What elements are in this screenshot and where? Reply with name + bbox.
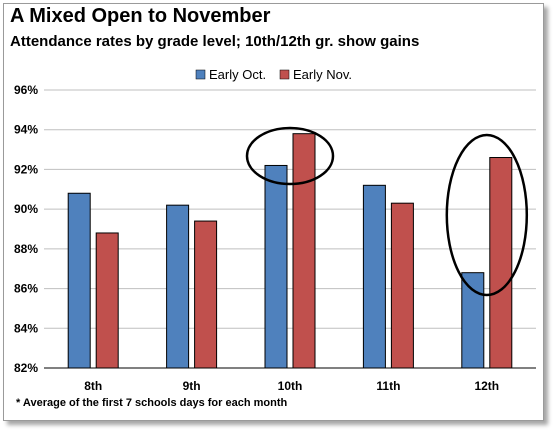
bar-early-oct-10th [264, 164, 288, 369]
legend-swatch [195, 69, 206, 80]
bar-early-nov-8th [95, 232, 119, 369]
annotations [245, 126, 529, 297]
annotation-ellipse-10th [245, 126, 335, 186]
bar-early-oct-9th [166, 204, 190, 369]
chart-subtitle: Attendance rates by grade level; 10th/12… [10, 33, 420, 50]
y-tick-label: 92% [14, 162, 38, 176]
bars [67, 133, 513, 369]
y-tick-label: 94% [14, 123, 38, 137]
x-tick-label: 11th [376, 379, 400, 393]
bar-early-nov-12th [489, 157, 513, 369]
y-tick-label: 90% [14, 202, 38, 216]
x-tick-label: 12th [474, 379, 499, 393]
bar-early-oct-8th [67, 192, 91, 369]
bar-early-nov-11th [390, 202, 414, 369]
y-tick-label: 82% [14, 361, 38, 375]
bar-early-nov-10th [292, 133, 316, 369]
y-axis-ticks: 82% 84% 86% 88% 90% 92% 94% 96% [14, 83, 38, 375]
x-tick-label: 9th [183, 379, 201, 393]
x-tick-label: 10th [278, 379, 303, 393]
y-tick-label: 84% [14, 321, 38, 335]
legend-swatch [279, 69, 290, 80]
x-axis-ticks: 8th 9th 10th 11th 12th [84, 379, 499, 393]
y-tick-label: 86% [14, 282, 38, 296]
legend-label: Early Oct. [209, 67, 266, 82]
bar-early-oct-12th [461, 272, 485, 369]
y-tick-label: 88% [14, 242, 38, 256]
annotation-ellipse-12th [445, 133, 529, 297]
legend: Early Oct. Early Nov. [195, 67, 352, 82]
y-tick-label: 96% [14, 83, 38, 97]
bar-early-oct-11th [362, 184, 386, 369]
chart-title: A Mixed Open to November [10, 5, 271, 27]
footnote: * Average of the first 7 schools days fo… [16, 397, 288, 409]
bar-early-nov-9th [194, 220, 218, 369]
legend-label: Early Nov. [293, 67, 352, 82]
x-tick-label: 8th [84, 379, 102, 393]
